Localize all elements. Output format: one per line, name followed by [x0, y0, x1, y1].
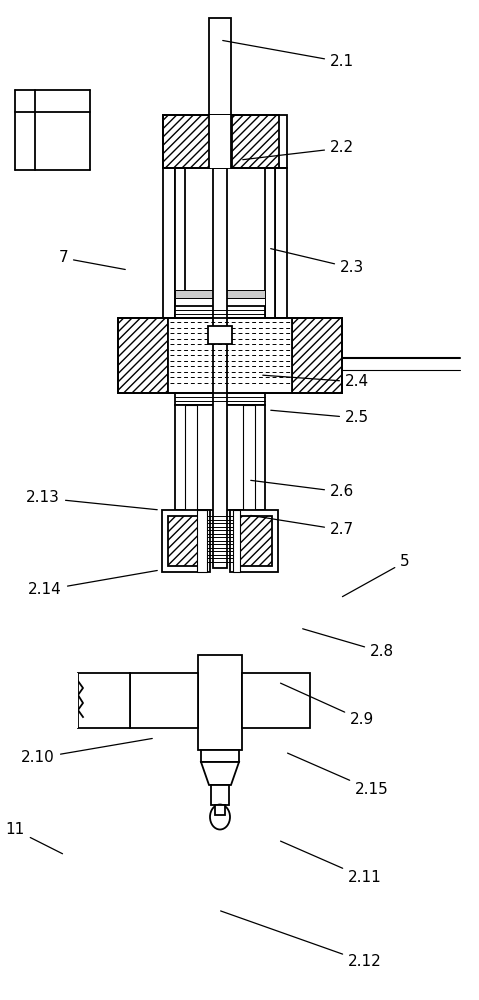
Bar [175, 393, 265, 405]
Bar [211, 785, 229, 805]
Text: 11: 11 [6, 822, 63, 854]
Bar [162, 510, 210, 572]
Bar [118, 318, 168, 393]
Bar [175, 314, 265, 322]
Bar [233, 510, 240, 572]
Bar [201, 750, 239, 762]
Bar [232, 115, 279, 168]
Bar [209, 18, 231, 115]
Bar [163, 115, 287, 168]
Bar [242, 673, 310, 728]
Bar [208, 326, 232, 344]
Bar [175, 298, 265, 306]
Text: 2.13: 2.13 [26, 490, 157, 510]
Bar [78, 673, 130, 728]
Bar [213, 168, 227, 568]
Bar [230, 510, 278, 572]
Polygon shape [201, 762, 239, 785]
Text: 2.5: 2.5 [271, 410, 369, 426]
Bar [215, 805, 225, 815]
Text: 2.4: 2.4 [263, 374, 369, 389]
Bar [168, 318, 292, 393]
Bar [209, 115, 231, 168]
Bar [175, 306, 265, 314]
Text: 2.10: 2.10 [21, 738, 152, 766]
Bar [118, 318, 342, 393]
Ellipse shape [210, 804, 230, 830]
Text: 2.8: 2.8 [303, 629, 394, 660]
Text: 2.1: 2.1 [223, 40, 354, 70]
Bar [236, 516, 272, 566]
Bar [265, 168, 275, 318]
Text: 2.7: 2.7 [251, 515, 354, 538]
Bar [175, 306, 265, 318]
Bar [185, 405, 197, 510]
Text: 5: 5 [342, 554, 410, 597]
Bar [70, 673, 78, 728]
Bar [130, 673, 198, 728]
Text: 2.3: 2.3 [271, 249, 364, 275]
Bar [175, 405, 265, 510]
Text: 2.15: 2.15 [287, 753, 389, 798]
Bar [292, 318, 342, 393]
Bar [243, 405, 255, 510]
Bar [163, 115, 210, 168]
Text: 7: 7 [58, 250, 125, 269]
Bar [175, 168, 185, 318]
Bar [275, 168, 287, 318]
Text: 2.12: 2.12 [221, 911, 382, 970]
Bar [175, 290, 265, 298]
Bar [198, 655, 242, 750]
Bar [197, 510, 207, 572]
Text: 2.14: 2.14 [28, 570, 157, 597]
Bar [168, 516, 204, 566]
Text: 2.2: 2.2 [243, 140, 354, 160]
Text: 2.11: 2.11 [281, 841, 382, 886]
Text: 2.6: 2.6 [251, 480, 354, 499]
Text: 2.9: 2.9 [281, 683, 374, 728]
Bar [163, 168, 175, 318]
